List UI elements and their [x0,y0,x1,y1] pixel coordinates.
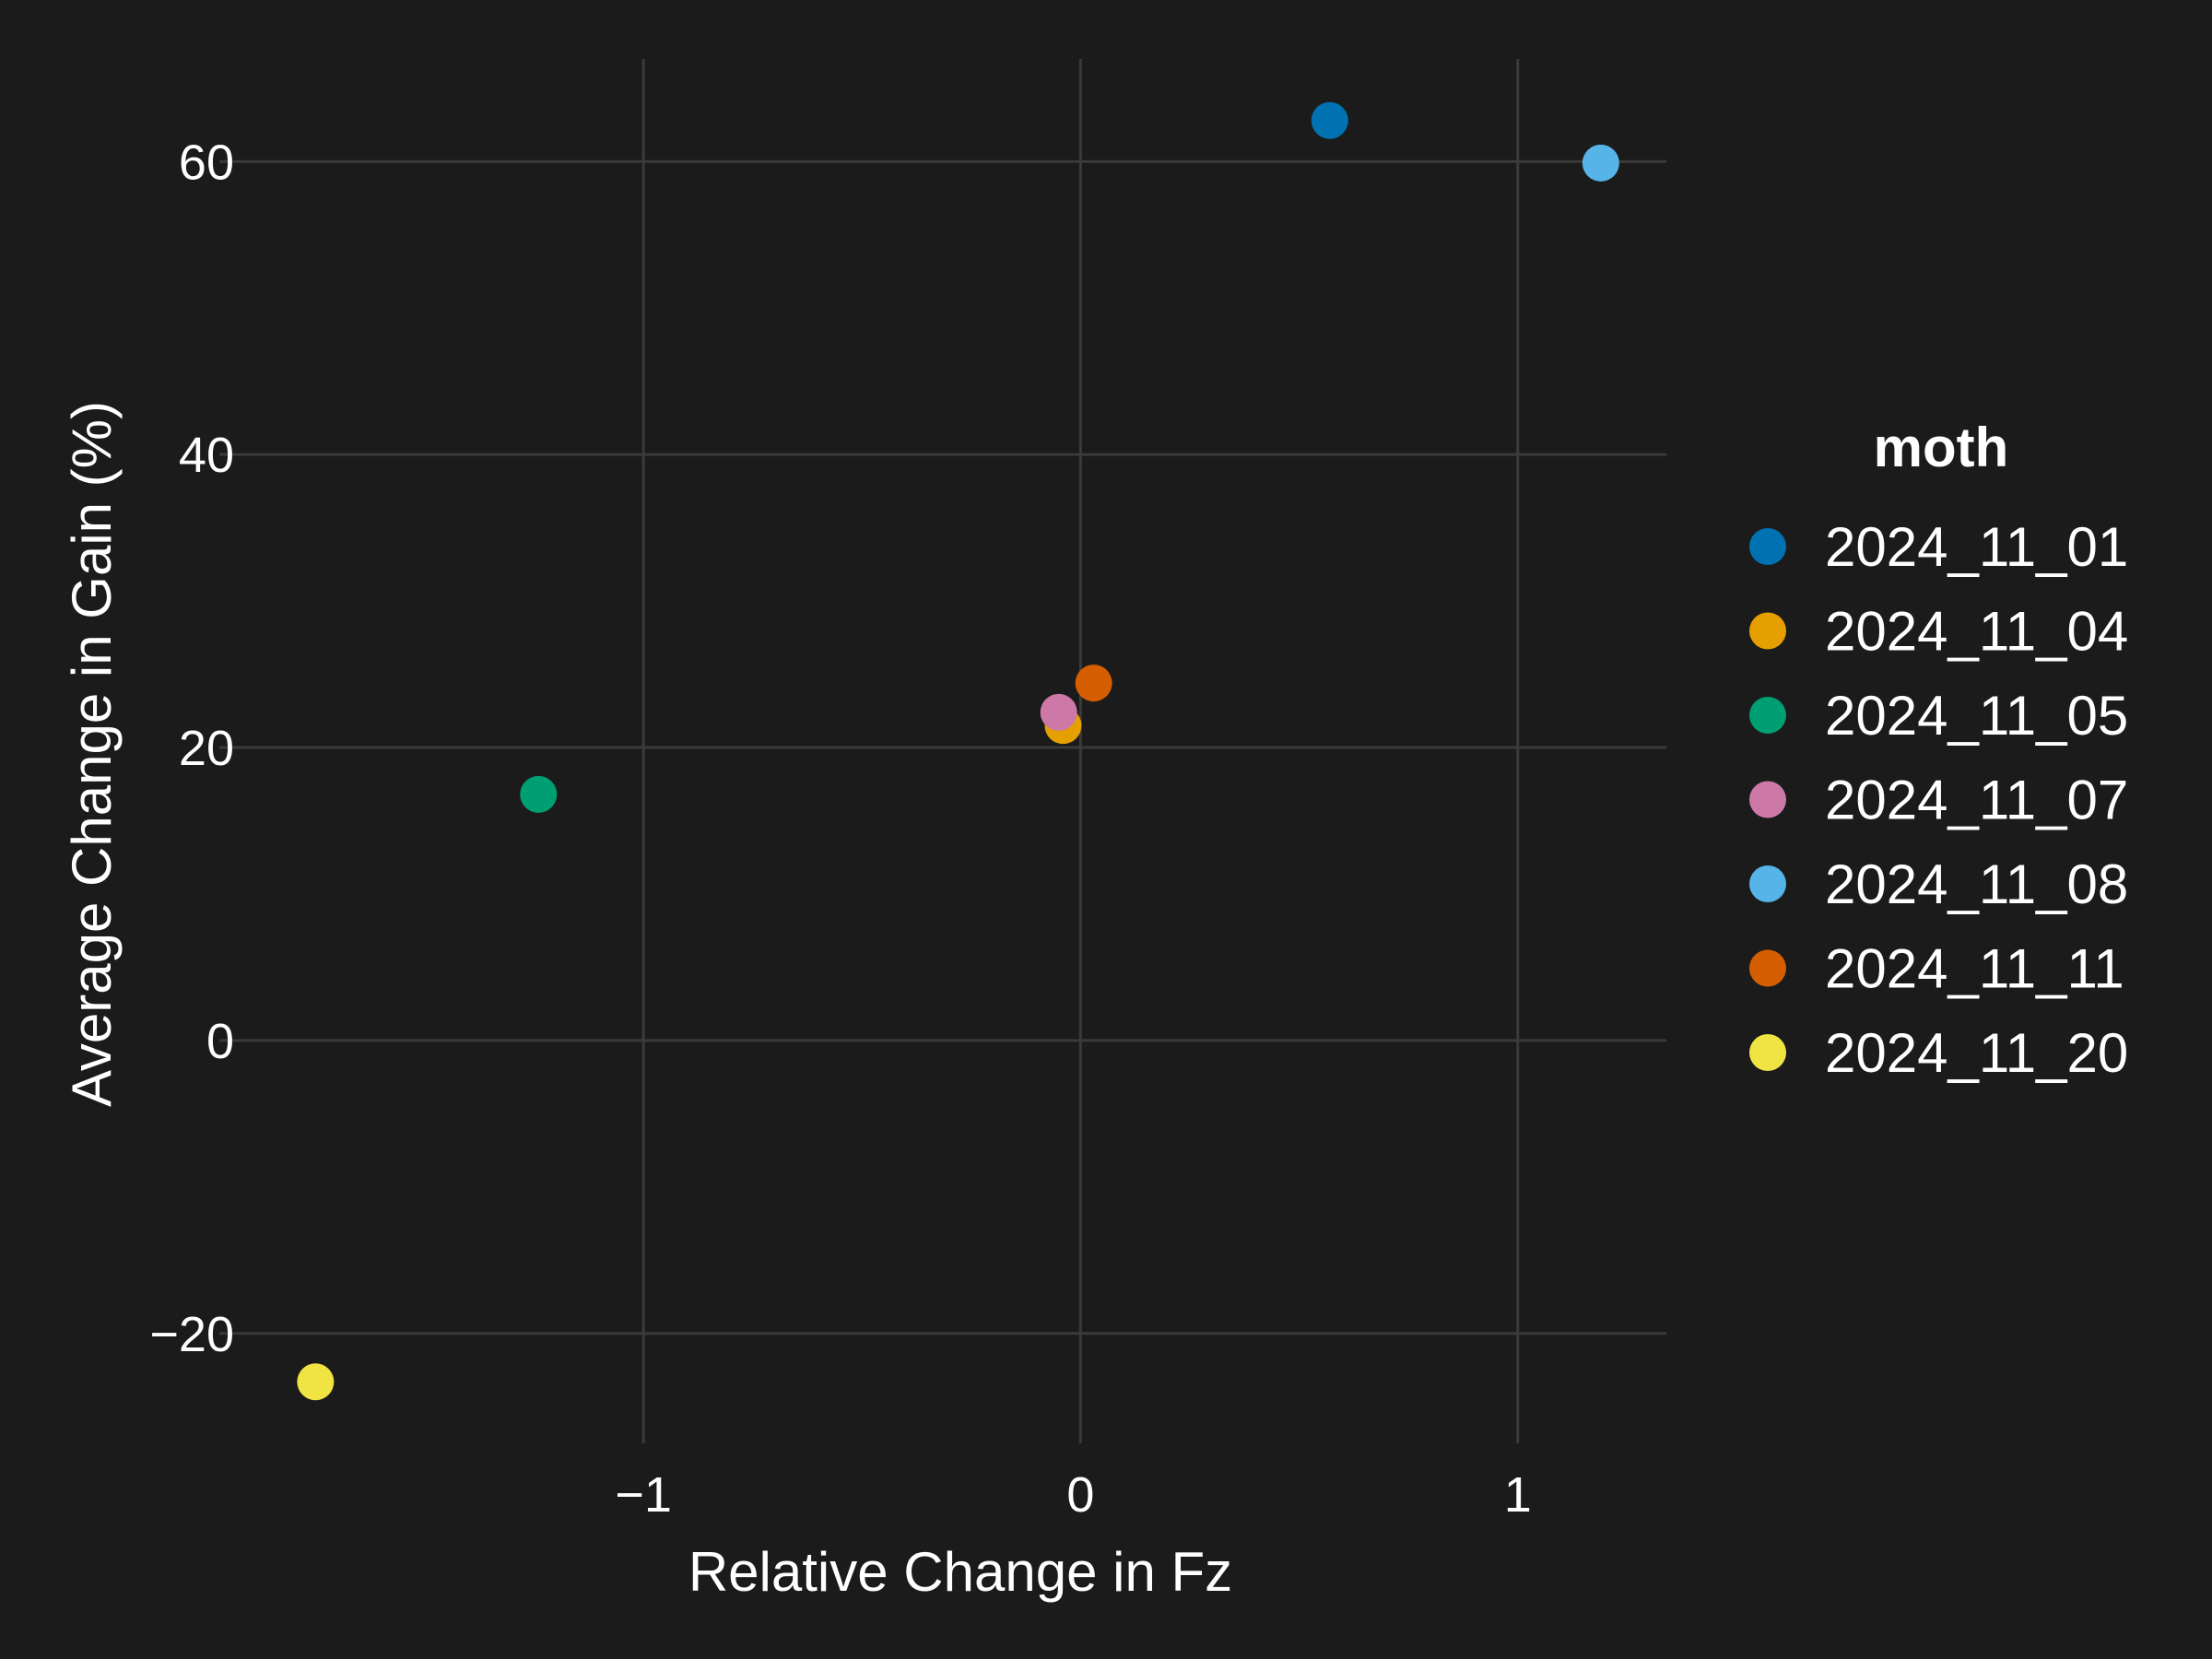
legend-item: 2024_11_05 [1749,685,2128,747]
y-tick-label: 0 [206,1014,234,1069]
legend-item: 2024_11_04 [1749,601,2128,663]
legend-item: 2024_11_07 [1749,770,2128,831]
legend-item: 2024_11_20 [1749,1022,2128,1084]
legend-swatch [1749,697,1786,734]
y-tick-label: 60 [179,135,234,190]
data-point-2024_11_05 [520,775,558,813]
data-point-2024_11_07 [1040,693,1077,731]
y-tick-label: 20 [179,721,234,776]
legend-label: 2024_11_11 [1825,938,2124,1000]
x-tick-label: −1 [615,1467,672,1523]
legend-label: 2024_11_04 [1825,601,2128,663]
legend-swatch [1749,949,1786,987]
x-tick-label: 1 [1504,1467,1532,1523]
legend-label: 2024_11_01 [1825,516,2128,578]
x-axis-ticks: −1 0 1 [615,1467,1531,1523]
legend-item: 2024_11_01 [1749,516,2128,578]
legend-swatch [1749,1034,1786,1071]
grid-lines [219,59,1666,1443]
legend-item: 2024_11_11 [1749,938,2124,1000]
legend-items: 2024_11_01 2024_11_04 2024_11_05 2024_11_07… [1749,516,2128,1084]
data-point-2024_11_20 [297,1363,335,1401]
x-tick-label: 0 [1066,1467,1094,1523]
legend: moth 2024_11_012024_11_042024_11_052024_… [1749,417,2128,1084]
legend-swatch [1749,528,1786,565]
legend-label: 2024_11_07 [1825,770,2128,831]
legend-swatch [1749,781,1786,818]
legend-label: 2024_11_20 [1825,1022,2128,1084]
y-tick-label: 40 [179,428,234,483]
y-axis-label: Average Change in Gain (%) [61,401,123,1107]
legend-label: 2024_11_05 [1825,685,2128,747]
y-tick-label: −20 [149,1307,234,1362]
data-point-2024_11_11 [1075,665,1112,702]
legend-label: 2024_11_08 [1825,853,2128,915]
data-points [297,101,1619,1401]
x-axis-label: Relative Change in Fz [688,1541,1232,1603]
legend-swatch [1749,612,1786,650]
data-point-2024_11_01 [1311,101,1348,139]
y-axis-ticks: −20 0 20 40 60 [149,135,234,1362]
legend-item: 2024_11_08 [1749,853,2128,915]
data-point-2024_11_08 [1582,144,1619,182]
legend-swatch [1749,865,1786,902]
legend-title: moth [1874,417,2009,478]
